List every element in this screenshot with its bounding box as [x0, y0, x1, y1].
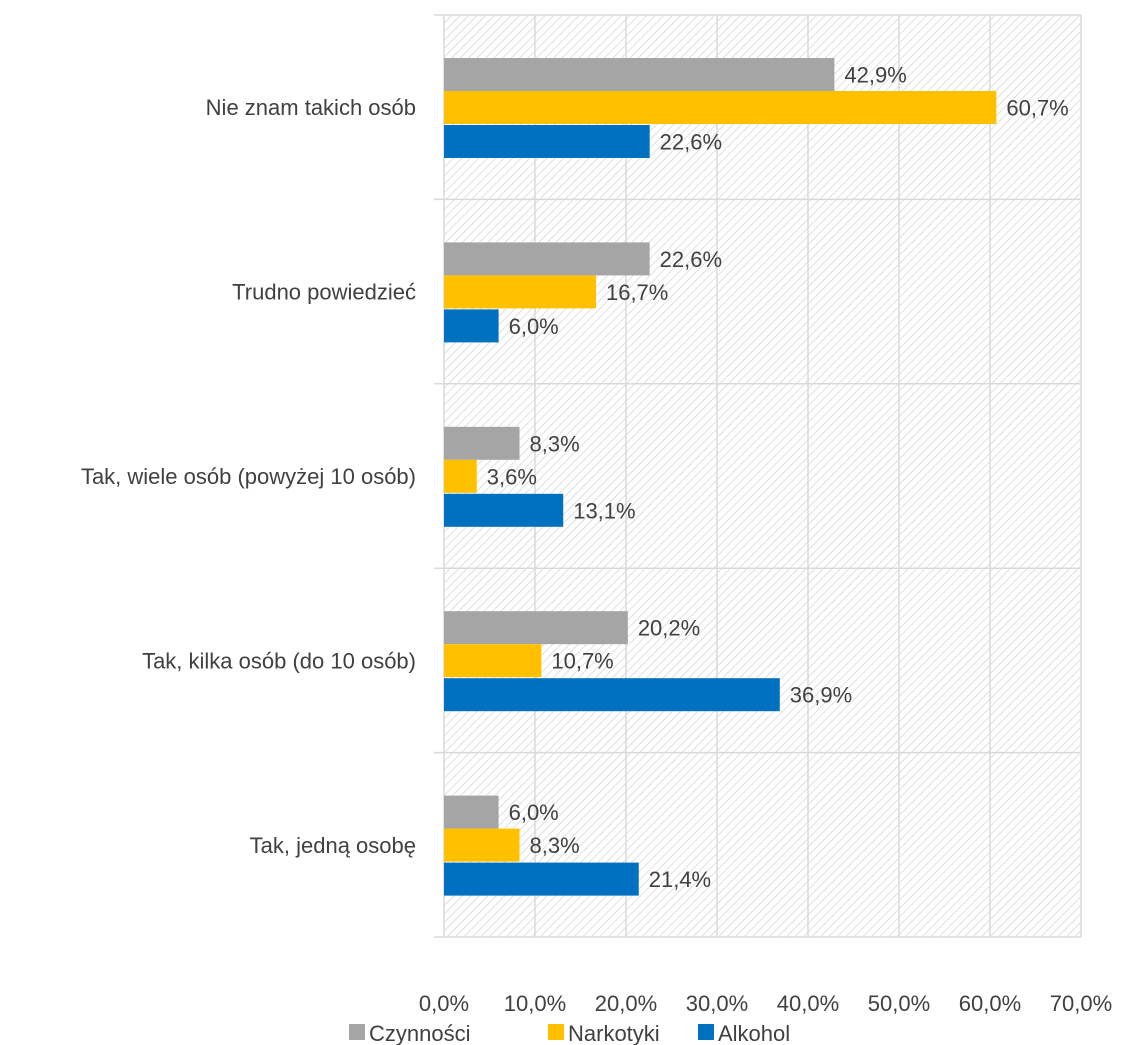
gridlines: [434, 14, 1082, 938]
category-label: Tak, kilka osób (do 10 osób): [142, 648, 416, 673]
data-label: 20,2%: [638, 616, 700, 641]
bar-narkotyki: [444, 275, 596, 309]
x-axis-tick-labels: 0,0% 10,0% 20,0% 30,0% 40,0% 50,0% 60,0% 70,0%: [419, 991, 1112, 1016]
bar-alkohol: [444, 678, 780, 712]
x-tick-label: 0,0%: [419, 991, 469, 1016]
legend-swatch: [349, 1024, 365, 1040]
plot-area-background: [444, 15, 1081, 937]
bar-alkohol: [444, 309, 499, 343]
bar-czynności: [444, 795, 499, 829]
data-label: 6,0%: [509, 800, 559, 825]
legend-swatch: [548, 1024, 564, 1040]
data-label: 21,4%: [649, 867, 711, 892]
x-tick-label: 40,0%: [777, 991, 839, 1016]
data-label: 60,7%: [1006, 96, 1068, 121]
legend-swatch: [698, 1024, 714, 1040]
x-tick-label: 30,0%: [686, 991, 748, 1016]
bar-alkohol: [444, 862, 639, 896]
data-label: 3,6%: [487, 464, 537, 489]
data-label: 8,3%: [530, 833, 580, 858]
x-tick-label: 70,0%: [1050, 991, 1112, 1016]
legend-item: Alkohol: [698, 1021, 790, 1045]
data-label: 13,1%: [573, 498, 635, 523]
category-label: Tak, jedną osobę: [250, 833, 416, 858]
data-label: 10,7%: [551, 649, 613, 674]
legend-label: Czynności: [369, 1021, 470, 1045]
bar-czynności: [444, 426, 520, 460]
x-tick-label: 10,0%: [504, 991, 566, 1016]
bar-narkotyki: [444, 459, 477, 493]
legend: Czynności Narkotyki Alkohol: [349, 1021, 790, 1045]
data-label: 36,9%: [790, 683, 852, 708]
category-label: Trudno powiedzieć: [232, 280, 416, 305]
data-label: 22,6%: [660, 247, 722, 272]
legend-item: Czynności: [349, 1021, 470, 1045]
legend-item: Narkotyki: [548, 1021, 660, 1045]
category-label: Nie znam takich osób: [206, 95, 416, 120]
category-label: Tak, wiele osób (powyżej 10 osób): [81, 464, 416, 489]
data-labels: 42,9% 22,6% 8,3% 20,2% 6,0% 60,7% 16,7% 3,6% 10,…: [487, 63, 1069, 893]
bar-alkohol: [444, 493, 564, 527]
bar-narkotyki: [444, 828, 520, 862]
legend-label: Narkotyki: [568, 1021, 660, 1045]
bars: [444, 58, 997, 896]
bar-narkotyki: [444, 91, 997, 124]
bar-narkotyki: [444, 644, 542, 678]
bar-czynności: [444, 58, 835, 91]
data-label: 8,3%: [530, 431, 580, 456]
x-tick-label: 20,0%: [595, 991, 657, 1016]
data-label: 16,7%: [606, 280, 668, 305]
x-tick-label: 60,0%: [959, 991, 1021, 1016]
bar-czynności: [444, 242, 650, 276]
data-label: 42,9%: [844, 63, 906, 88]
category-labels: Nie znam takich osób Trudno powiedzieć Tak…: [81, 95, 416, 858]
bar-czynności: [444, 611, 628, 645]
legend-label: Alkohol: [718, 1021, 790, 1045]
bar-alkohol: [444, 125, 650, 158]
data-label: 22,6%: [660, 130, 722, 155]
x-tick-label: 50,0%: [868, 991, 930, 1016]
data-label: 6,0%: [509, 314, 559, 339]
